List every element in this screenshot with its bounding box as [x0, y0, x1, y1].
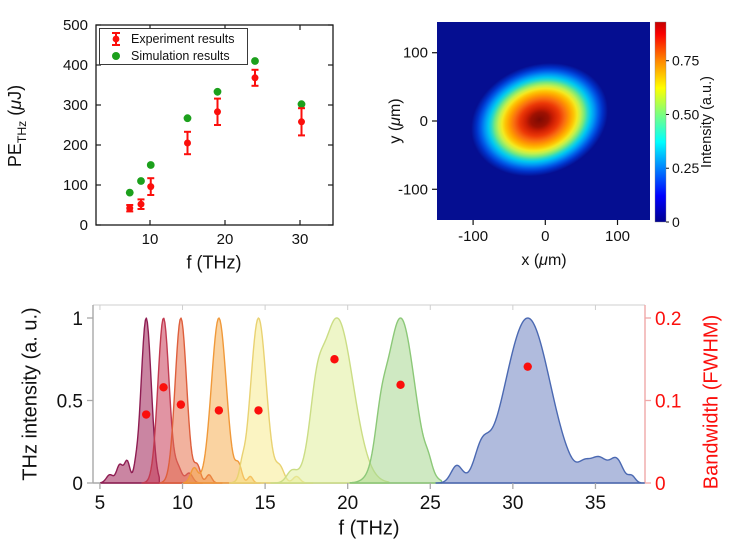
simulation-point: [213, 87, 222, 96]
dot-marker-icon: [112, 51, 120, 60]
peak-area: [228, 317, 314, 484]
colorbar-tick-label: 0.25: [672, 160, 699, 176]
y-tick-left-label: 1: [72, 309, 83, 330]
legend-box: Experiment results Simulation results: [99, 28, 248, 65]
tr-y-axis-label: y (μm): [387, 98, 404, 144]
bandwidth-point: [523, 362, 532, 371]
bandwidth-point: [254, 406, 263, 415]
y-tick-label: 500: [63, 17, 88, 34]
x-tick-label: 15: [255, 493, 276, 514]
x-tick-label: 10: [142, 231, 159, 248]
y-tick-left-label: 0.5: [57, 392, 83, 413]
y-tick-left-label: 0: [72, 474, 83, 495]
y-tick-label: 0: [420, 113, 428, 130]
x-tick-label: 5: [95, 493, 106, 514]
x-tick-label: 35: [585, 493, 606, 514]
simulation-point: [146, 161, 155, 169]
tr-x-axis-label: x (μm): [521, 252, 567, 269]
x-tick-label: 25: [420, 493, 441, 514]
legend-label-simulation: Simulation results: [131, 48, 230, 63]
tl-y-axis-label: PETHz (μJ): [5, 84, 29, 168]
experiment-point: [126, 204, 134, 212]
peak-area: [100, 317, 161, 484]
beam-ellipse: [471, 62, 608, 177]
x-tick-label: -100: [458, 228, 488, 245]
b-x-axis-label: f (THz): [338, 517, 400, 540]
x-tick-label: 20: [337, 493, 358, 514]
x-tick-label: 100: [605, 228, 630, 245]
y-tick-right-label: 0.2: [655, 309, 681, 330]
bandwidth-point: [159, 383, 168, 392]
colorbar-tick-label: 0.50: [672, 106, 699, 122]
colorbar-tick-label: 0.75: [672, 53, 699, 69]
y-tick-label: 200: [63, 137, 88, 154]
x-tick-label: 30: [502, 493, 523, 514]
experiment-point: [137, 200, 145, 208]
x-tick-label: 30: [292, 231, 309, 248]
colorbar-label: Intensity (a.u.): [699, 76, 715, 168]
simulation-point: [125, 188, 134, 197]
colorbar: [654, 21, 667, 223]
experiment-point: [147, 183, 155, 191]
y-tick-label: 300: [63, 97, 88, 114]
peak-area: [349, 317, 443, 484]
bandwidth-point: [330, 355, 339, 364]
bandwidth-point: [176, 400, 186, 409]
x-tick-label: 0: [541, 228, 549, 245]
y-tick-label: 400: [63, 57, 88, 74]
legend-label-experiment: Experiment results: [131, 31, 235, 46]
experiment-point: [251, 74, 259, 82]
experiment-point: [298, 118, 305, 126]
peak-area: [435, 317, 645, 484]
simulation-point: [251, 57, 259, 65]
bandwidth-point: [396, 380, 405, 390]
experiment-point: [214, 108, 221, 116]
bandwidth-point: [141, 410, 151, 419]
beam-profile-chart: -100 0 100 100 0 -100 0 0.25 0.50 0.75: [398, 21, 699, 245]
experiment-point: [184, 139, 191, 147]
b-right-axis-label: Bandwidth (FWHM): [700, 314, 723, 490]
bandwidth-point: [214, 406, 224, 415]
b-left-axis-label: THz intensity (a. u.): [19, 307, 42, 481]
legend-row-simulation: Simulation results: [110, 49, 247, 63]
simulation-point: [137, 177, 145, 185]
colorbar-tick-label: 0: [672, 214, 680, 230]
x-tick-label: 20: [217, 231, 234, 248]
tl-x-axis-label: f (THz): [186, 252, 242, 273]
x-tick-label: 10: [172, 493, 193, 514]
simulation-point: [183, 114, 192, 123]
y-tick-label: 0: [80, 217, 88, 234]
y-tick-label: 100: [63, 177, 88, 194]
simulation-point: [297, 100, 306, 109]
legend-row-experiment: Experiment results: [110, 31, 247, 47]
y-tick-right-label: 0.1: [655, 392, 681, 413]
y-tick-label: 100: [403, 45, 428, 62]
errorbar-marker-icon: [112, 31, 120, 46]
y-tick-label: -100: [398, 181, 428, 198]
y-tick-right-label: 0: [655, 474, 666, 495]
